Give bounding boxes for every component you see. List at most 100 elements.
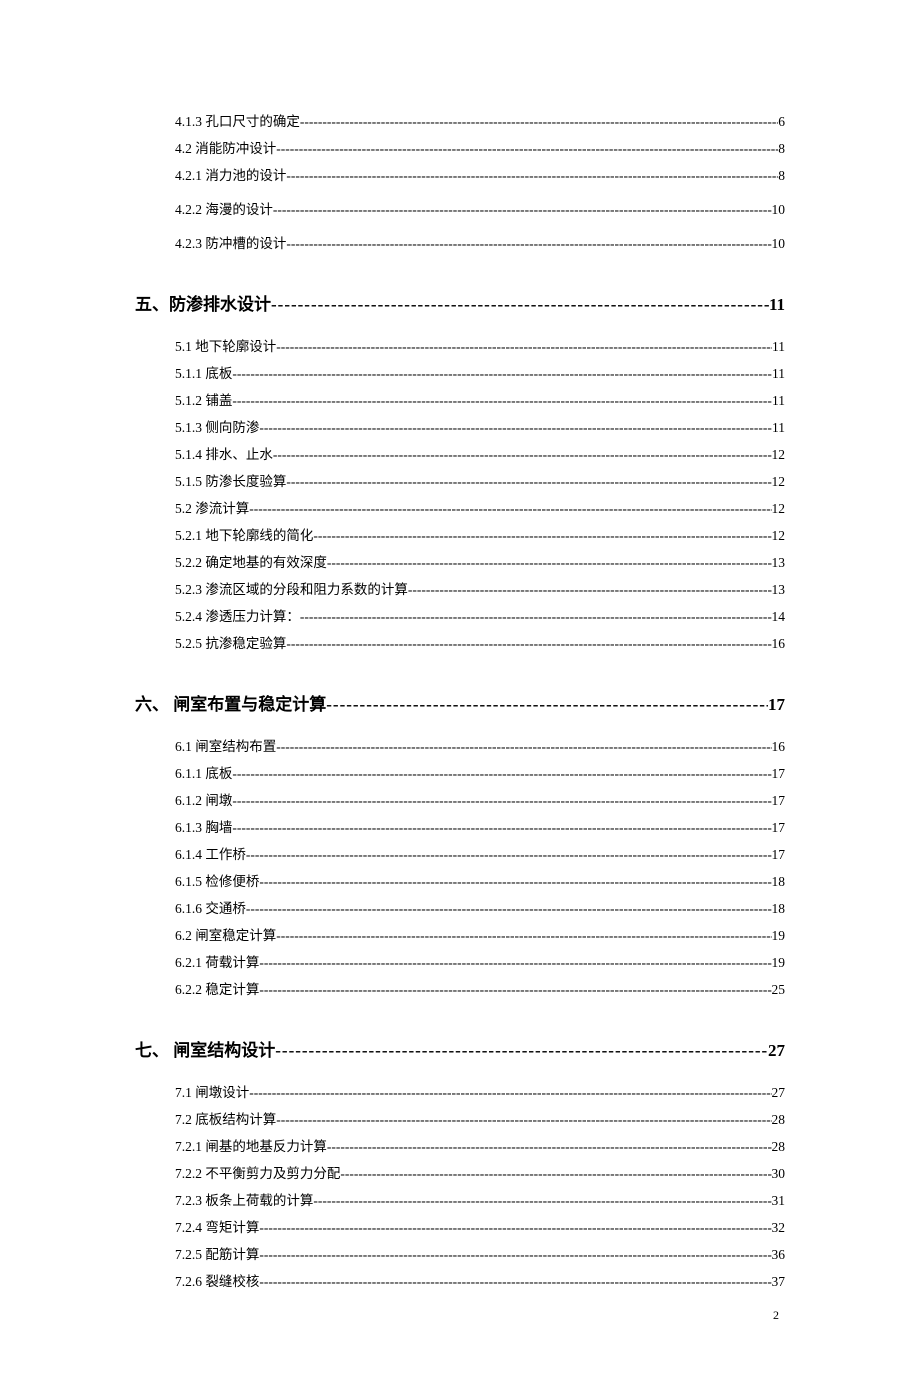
- toc-item: 7.2.2 不平衡剪力及剪力分配------------------------…: [135, 1162, 785, 1182]
- toc-item: 5.1.2 铺盖 -------------------------------…: [135, 389, 785, 409]
- toc-item-label: 5.1.5 防渗长度验算: [175, 470, 286, 490]
- toc-section: 六、 闸室布置与稳定计算 ---------------------------…: [135, 690, 785, 998]
- toc-leader: ----------------------------------------…: [340, 1166, 771, 1182]
- toc-item-page: 28: [772, 1139, 786, 1155]
- toc-item-label: 7.2 底板结构计算: [175, 1108, 276, 1128]
- toc-item-label: 4.2.2 海漫的设计: [175, 198, 273, 218]
- toc-item: 6.1.3 胸墙 -------------------------------…: [135, 816, 785, 836]
- toc-item: 4.2.3 防冲槽的设计 ---------------------------…: [135, 232, 785, 252]
- toc-item-page: 37: [772, 1274, 786, 1290]
- toc-item: 7.2 底板结构计算 -----------------------------…: [135, 1108, 785, 1128]
- toc-heading-label: 五、防渗排水设计: [135, 290, 271, 315]
- toc-leader: ----------------------------------------…: [286, 168, 778, 184]
- toc-item: 5.1.5 防渗长度验算 ---------------------------…: [135, 470, 785, 490]
- toc-item: 5.1 地下轮廓设计------------------------------…: [135, 335, 785, 355]
- toc-item-label: 6.1.2 闸墩: [175, 789, 232, 809]
- toc-item-page: 31: [772, 1193, 786, 1209]
- toc-heading-label: 六、 闸室布置与稳定计算: [135, 690, 326, 715]
- toc-item: 5.2.4 渗透压力计算： --------------------------…: [135, 605, 785, 625]
- toc-item: 5.2.2 确定地基的有效深度 ------------------------…: [135, 551, 785, 571]
- toc-item-page: 13: [772, 582, 786, 598]
- toc-leader: ----------------------------------------…: [259, 955, 771, 971]
- toc-item-page: 36: [772, 1247, 786, 1263]
- toc-item-page: 25: [772, 982, 786, 998]
- toc-leader: ----------------------------------------…: [276, 1112, 771, 1128]
- toc-leader: ----------------------------------------…: [259, 1220, 771, 1236]
- toc-item-label: 6.2.2 稳定计算: [175, 978, 259, 998]
- toc-item: 5.2.3 渗流区域的分段和阻力系数的计算-------------------…: [135, 578, 785, 598]
- toc-leader: ----------------------------------------…: [232, 366, 772, 382]
- toc-item-label: 6.2 闸室稳定计算: [175, 924, 276, 944]
- toc-leader: ----------------------------------------…: [300, 114, 778, 130]
- page-number: 2: [135, 1308, 785, 1323]
- toc-item-label: 5.1 地下轮廓设计: [175, 335, 276, 355]
- toc-item-page: 17: [772, 847, 786, 863]
- toc-leader: ----------------------------------------…: [246, 901, 772, 917]
- toc-leader: ----------------------------------------…: [276, 928, 771, 944]
- toc-item-label: 4.2 消能防冲设计: [175, 137, 276, 157]
- toc-heading-page: 17: [768, 695, 785, 715]
- toc-item-label: 5.2.5 抗渗稳定验算: [175, 632, 286, 652]
- toc-heading-page: 11: [769, 295, 785, 315]
- toc-item: 6.1 闸室结构布置------------------------------…: [135, 735, 785, 755]
- toc-item: 6.2.1 荷载计算------------------------------…: [135, 951, 785, 971]
- toc-item: 6.1.5 检修便桥------------------------------…: [135, 870, 785, 890]
- toc-item-page: 17: [772, 820, 786, 836]
- toc-item-label: 5.2 渗流计算: [175, 497, 249, 517]
- toc-item-label: 7.2.4 弯矩计算: [175, 1216, 259, 1236]
- toc-item-page: 19: [772, 928, 786, 944]
- toc-item-page: 16: [772, 636, 786, 652]
- toc-leader: ----------------------------------------…: [276, 739, 771, 755]
- toc-item: 5.2.5 抗渗稳定验算 ---------------------------…: [135, 632, 785, 652]
- toc-item: 6.1.6 交通桥-------------------------------…: [135, 897, 785, 917]
- toc-leader: ----------------------------------------…: [273, 447, 772, 463]
- toc-leader: ----------------------------------------…: [271, 295, 769, 315]
- toc-leader: ----------------------------------------…: [408, 582, 772, 598]
- toc-item-label: 5.1.3 侧向防渗: [175, 416, 259, 436]
- toc-item: 4.2 消能防冲设计 -----------------------------…: [135, 137, 785, 157]
- toc-item-page: 8: [778, 141, 785, 157]
- toc-item-label: 5.2.3 渗流区域的分段和阻力系数的计算: [175, 578, 408, 598]
- toc-item: 6.1.2 闸墩 -------------------------------…: [135, 789, 785, 809]
- toc-item-label: 5.2.4 渗透压力计算：: [175, 605, 300, 625]
- toc-item: 5.1.3 侧向防渗 -----------------------------…: [135, 416, 785, 436]
- toc-item: 7.2.4 弯矩计算------------------------------…: [135, 1216, 785, 1236]
- toc-heading: 五、防渗排水设计--------------------------------…: [135, 290, 785, 315]
- toc-item-label: 5.1.2 铺盖: [175, 389, 232, 409]
- toc-heading-label: 七、 闸室结构设计: [135, 1036, 275, 1061]
- toc-leader: ----------------------------------------…: [232, 793, 771, 809]
- toc-item-label: 6.1.5 检修便桥: [175, 870, 259, 890]
- toc-item: 4.1.3 孔口尺寸的确定 --------------------------…: [135, 110, 785, 130]
- toc-item-page: 18: [772, 874, 786, 890]
- toc-item-page: 10: [772, 202, 786, 218]
- toc-item-label: 7.2.1 闸基的地基反力计算: [175, 1135, 327, 1155]
- toc-item-label: 7.2.5 配筋计算: [175, 1243, 259, 1263]
- toc-item-label: 7.2.3 板条上荷载的计算: [175, 1189, 313, 1209]
- toc-item-page: 12: [772, 447, 786, 463]
- toc-item: 7.2.6 裂缝校核 -----------------------------…: [135, 1270, 785, 1290]
- toc-leader: ----------------------------------------…: [276, 339, 772, 355]
- toc-item-label: 6.1.6 交通桥: [175, 897, 246, 917]
- toc-section: 五、防渗排水设计--------------------------------…: [135, 290, 785, 652]
- toc-item-page: 13: [772, 555, 786, 571]
- toc-leader: ----------------------------------------…: [286, 636, 771, 652]
- toc-item-page: 18: [772, 901, 786, 917]
- toc-leader: ----------------------------------------…: [286, 474, 771, 490]
- toc-leader: ----------------------------------------…: [259, 982, 771, 998]
- toc-item: 7.2.1 闸基的地基反力计算 ------------------------…: [135, 1135, 785, 1155]
- toc-leader: ----------------------------------------…: [246, 847, 772, 863]
- toc-item: 7.1 闸墩设计 -------------------------------…: [135, 1081, 785, 1101]
- toc-item-page: 12: [772, 528, 786, 544]
- toc-leader: ----------------------------------------…: [232, 393, 772, 409]
- toc-item-label: 5.1.4 排水、止水: [175, 443, 273, 463]
- toc-item-page: 16: [772, 739, 786, 755]
- toc-leader: ----------------------------------------…: [259, 874, 771, 890]
- toc-item: 5.2.1 地下轮廓线的简化 -------------------------…: [135, 524, 785, 544]
- toc-heading-page: 27: [768, 1041, 785, 1061]
- toc-item: 7.2.3 板条上荷载的计算 -------------------------…: [135, 1189, 785, 1209]
- toc-item-page: 19: [772, 955, 786, 971]
- toc-item-label: 7.1 闸墩设计: [175, 1081, 249, 1101]
- toc-item-page: 8: [778, 168, 785, 184]
- toc-leader: ----------------------------------------…: [327, 555, 772, 571]
- toc-section: 4.1.3 孔口尺寸的确定 --------------------------…: [135, 110, 785, 252]
